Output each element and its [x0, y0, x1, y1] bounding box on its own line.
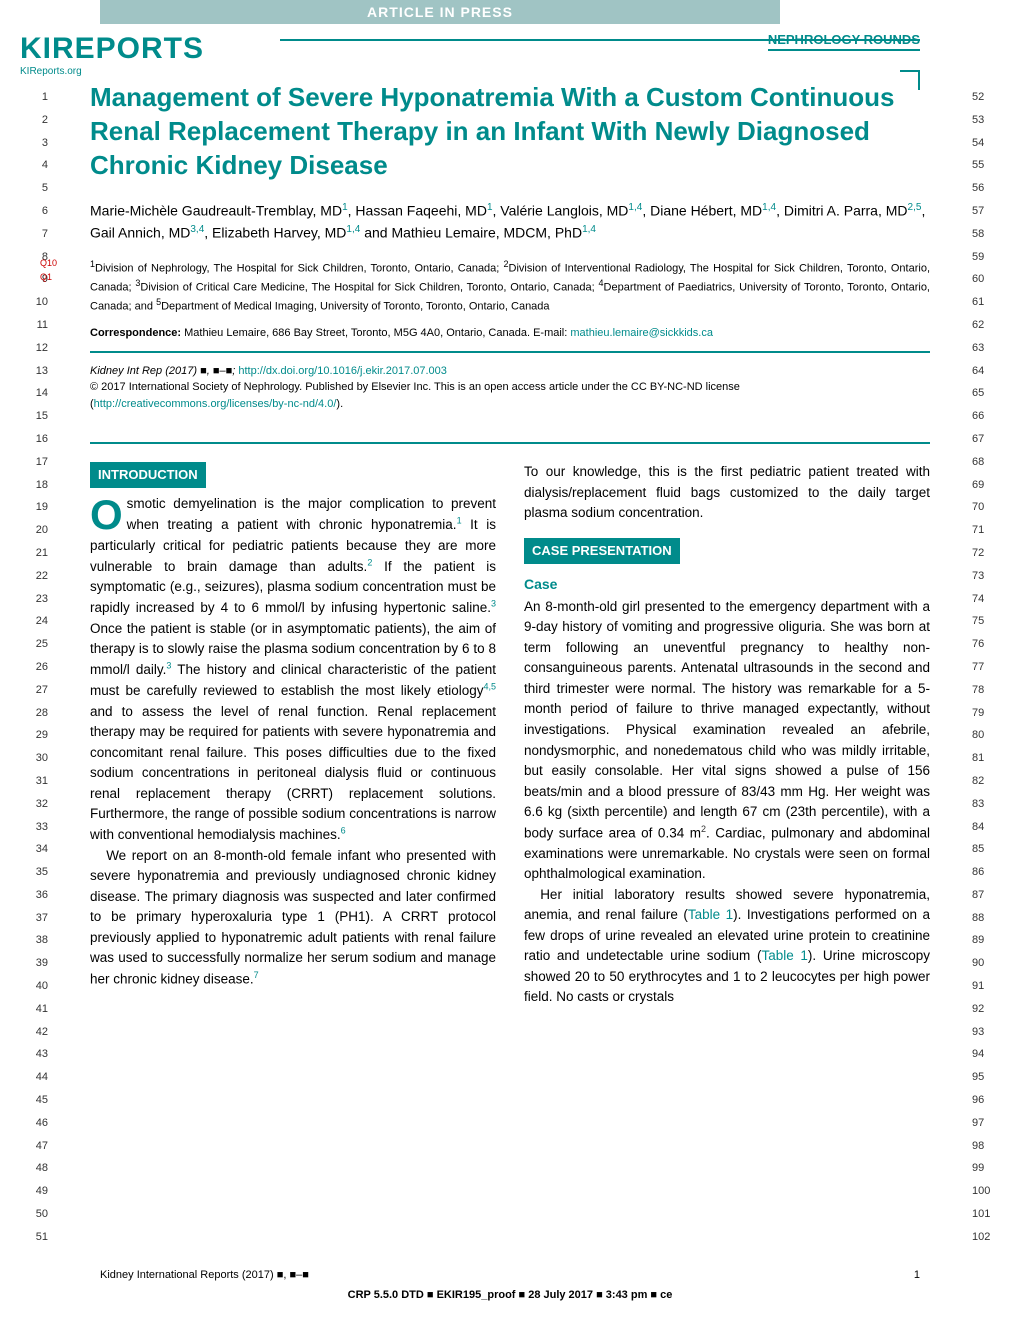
line-numbers-right: 5253545556575859606162636465666768697071…: [960, 81, 1000, 1249]
case-presentation-heading: CASE PRESENTATION: [524, 538, 680, 564]
copyright-line: © 2017 International Society of Nephrolo…: [90, 379, 930, 412]
intro-paragraph-2: We report on an 8-month-old female infan…: [90, 846, 496, 990]
logo-main: KIREPORTS: [20, 32, 204, 66]
doi-link[interactable]: http://dx.doi.org/10.1016/j.ekir.2017.07…: [238, 365, 447, 377]
divider: [90, 351, 930, 353]
line-numbers-left: 1234567891011121314151617181920212223242…: [20, 81, 60, 1249]
logo-sub[interactable]: KIReports.org: [20, 66, 204, 77]
proof-query-marks: Q10 Q1: [40, 258, 70, 282]
journal-logo: KIREPORTS KIReports.org: [20, 32, 204, 77]
correspondence-text: Mathieu Lemaire, 686 Bay Street, Toronto…: [184, 327, 567, 339]
intro-paragraph-3: To our knowledge, this is the first pedi…: [524, 462, 930, 524]
correspondence-label: Correspondence:: [90, 327, 181, 339]
case-subheading: Case: [524, 574, 930, 595]
citation-journal: Kidney Int Rep: [90, 365, 162, 377]
citation-year: (2017) ■, ■–■;: [165, 365, 235, 377]
footer-proof-info: CRP 5.5.0 DTD ■ EKIR195_proof ■ 28 July …: [0, 1289, 1020, 1313]
case-paragraph-1: An 8-month-old girl presented to the eme…: [524, 597, 930, 885]
article-title: Management of Severe Hyponatremia With a…: [90, 81, 930, 182]
author-list: Marie-Michèle Gaudreault-Tremblay, MD1, …: [90, 200, 930, 243]
case-paragraph-2: Her initial laboratory results showed se…: [524, 885, 930, 1008]
footer-left: Kidney International Reports (2017) ■, ■…: [100, 1269, 309, 1281]
crop-mark-icon: [900, 70, 920, 90]
dropcap: O: [90, 494, 127, 534]
column-left: INTRODUCTION Osmotic demyelination is th…: [90, 462, 496, 1007]
correspondence: Correspondence: Mathieu Lemaire, 686 Bay…: [90, 327, 930, 339]
footer-page-number: 1: [914, 1269, 920, 1281]
article-in-press-banner: ARTICLE IN PRESS: [100, 0, 780, 24]
section-tag: NEPHROLOGY ROUNDS: [768, 32, 920, 51]
q1-mark: Q1: [40, 272, 70, 282]
affiliations: 1Division of Nephrology, The Hospital fo…: [90, 258, 930, 315]
citation-line: Kidney Int Rep (2017) ■, ■–■; http://dx.…: [90, 363, 930, 380]
introduction-heading: INTRODUCTION: [90, 462, 206, 488]
intro-paragraph-1: Osmotic demyelination is the major compl…: [90, 494, 496, 846]
q10-mark: Q10: [40, 258, 70, 268]
divider: [90, 442, 930, 444]
license-link[interactable]: http://creativecommons.org/licenses/by-n…: [94, 398, 337, 410]
copyright-close: ).: [336, 398, 343, 410]
column-right: To our knowledge, this is the first pedi…: [524, 462, 930, 1007]
correspondence-email-link[interactable]: mathieu.lemaire@sickkids.ca: [570, 327, 713, 339]
